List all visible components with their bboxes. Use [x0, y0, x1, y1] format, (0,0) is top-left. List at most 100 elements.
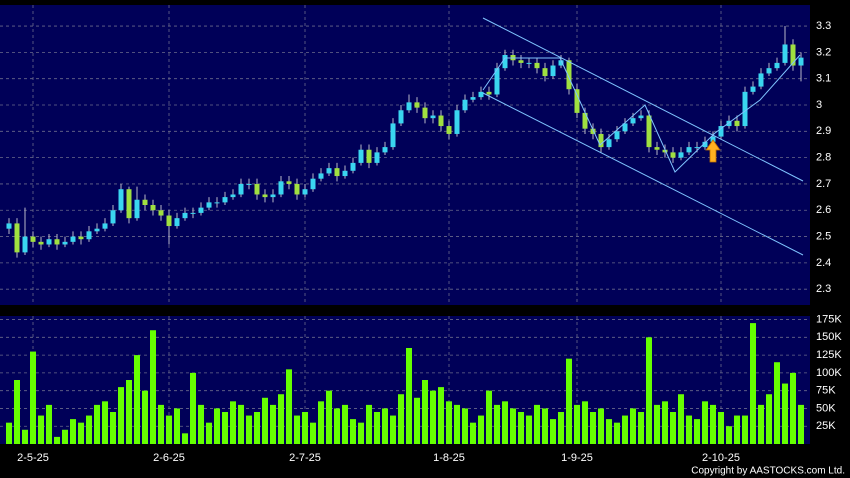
candle-body	[310, 178, 316, 190]
candle-body	[742, 91, 748, 127]
y-tick-label: 2.3	[816, 283, 831, 295]
candle-body	[654, 147, 660, 150]
volume-bar	[702, 401, 708, 444]
candle-body	[134, 199, 140, 219]
candle-body	[774, 62, 780, 69]
candle-body	[150, 205, 156, 211]
volume-bar	[598, 408, 604, 444]
volume-bar	[422, 380, 428, 444]
volume-bar	[262, 397, 268, 444]
candle-body	[606, 139, 612, 148]
candle-body	[166, 215, 172, 227]
y-tick-label: 2.6	[816, 204, 831, 216]
candle-body	[62, 241, 68, 245]
candle-body	[582, 112, 588, 129]
volume-bar	[22, 429, 28, 444]
volume-bar	[46, 404, 52, 444]
volume-bar	[590, 412, 596, 444]
candle-body	[174, 218, 180, 227]
volume-bar	[550, 419, 556, 444]
y-tick-label: 3.3	[816, 20, 831, 32]
candle-body	[30, 236, 36, 242]
volume-bar	[750, 323, 756, 444]
candle-body	[326, 168, 332, 174]
volume-bar	[558, 412, 564, 444]
candle-body	[126, 189, 132, 219]
candle-body	[574, 89, 580, 113]
candle-body	[726, 120, 732, 127]
candle-body	[414, 102, 420, 108]
candle-body	[798, 57, 804, 66]
candle-body	[342, 170, 348, 177]
y-tick-label: 2.7	[816, 178, 831, 190]
candle-body	[662, 149, 668, 153]
candle-body	[470, 97, 476, 100]
volume-bar	[630, 408, 636, 444]
volume-bar	[654, 404, 660, 444]
volume-bar	[678, 394, 684, 444]
candle-body	[598, 133, 604, 148]
grid	[0, 5, 810, 444]
candle-body	[278, 181, 284, 195]
volume-bar	[358, 422, 364, 444]
volume-bar	[38, 415, 44, 444]
volume-bar	[70, 419, 76, 444]
volume-bar	[334, 408, 340, 444]
x-tick-label: 1-9-25	[561, 452, 593, 464]
volume-bar	[326, 390, 332, 444]
candle-body	[22, 236, 28, 253]
candle-body	[422, 107, 428, 119]
volume-bar	[462, 408, 468, 444]
volume-bar	[294, 415, 300, 444]
volume-bar	[366, 404, 372, 444]
candle-body	[614, 131, 620, 140]
volume-bar	[646, 337, 652, 444]
volume-bar	[758, 404, 764, 444]
volume-bar	[134, 355, 140, 444]
candle-body	[158, 210, 164, 216]
volume-bar	[246, 415, 252, 444]
volume-bar	[310, 422, 316, 444]
volume-bar	[694, 419, 700, 444]
candle-body	[694, 147, 700, 149]
candle-body	[478, 91, 484, 98]
candle-body	[406, 102, 412, 111]
volume-bar	[54, 436, 60, 444]
volume-bar	[286, 369, 292, 444]
candle-body	[750, 86, 756, 92]
candle-body	[486, 91, 492, 95]
volume-bar	[742, 415, 748, 444]
candle-body	[550, 65, 556, 77]
volume-bar	[198, 404, 204, 444]
volume-bar	[606, 419, 612, 444]
volume-bar	[614, 422, 620, 444]
candle-body	[350, 162, 356, 171]
channel-lower	[482, 92, 804, 256]
volume-bar	[374, 412, 380, 444]
candle-body	[54, 239, 60, 245]
volume-bar	[574, 404, 580, 444]
candle-body	[238, 183, 244, 195]
volume-bar	[86, 415, 92, 444]
candle-body	[702, 141, 708, 148]
volume-bar	[190, 372, 196, 444]
candle-body	[78, 236, 84, 240]
candle-body	[6, 223, 12, 229]
x-tick-label: 2-10-25	[702, 452, 740, 464]
volume-bar	[6, 422, 12, 444]
volume-bar	[278, 394, 284, 444]
copyright: Copyright by AASTOCKS.com Ltd.	[691, 466, 845, 477]
candle-body	[254, 183, 260, 195]
y-tick-label: 2.8	[816, 152, 831, 164]
volume-bar	[94, 404, 100, 444]
y-tick-label: 125K	[816, 349, 842, 361]
volume-bar	[302, 412, 308, 444]
volume-bar	[510, 408, 516, 444]
candle-body	[46, 239, 52, 245]
candle-body	[646, 115, 652, 148]
candle-body	[286, 181, 292, 184]
volume-bar	[30, 351, 36, 444]
volume-bar	[534, 404, 540, 444]
candle-body	[70, 236, 76, 242]
volume-bar	[566, 358, 572, 444]
